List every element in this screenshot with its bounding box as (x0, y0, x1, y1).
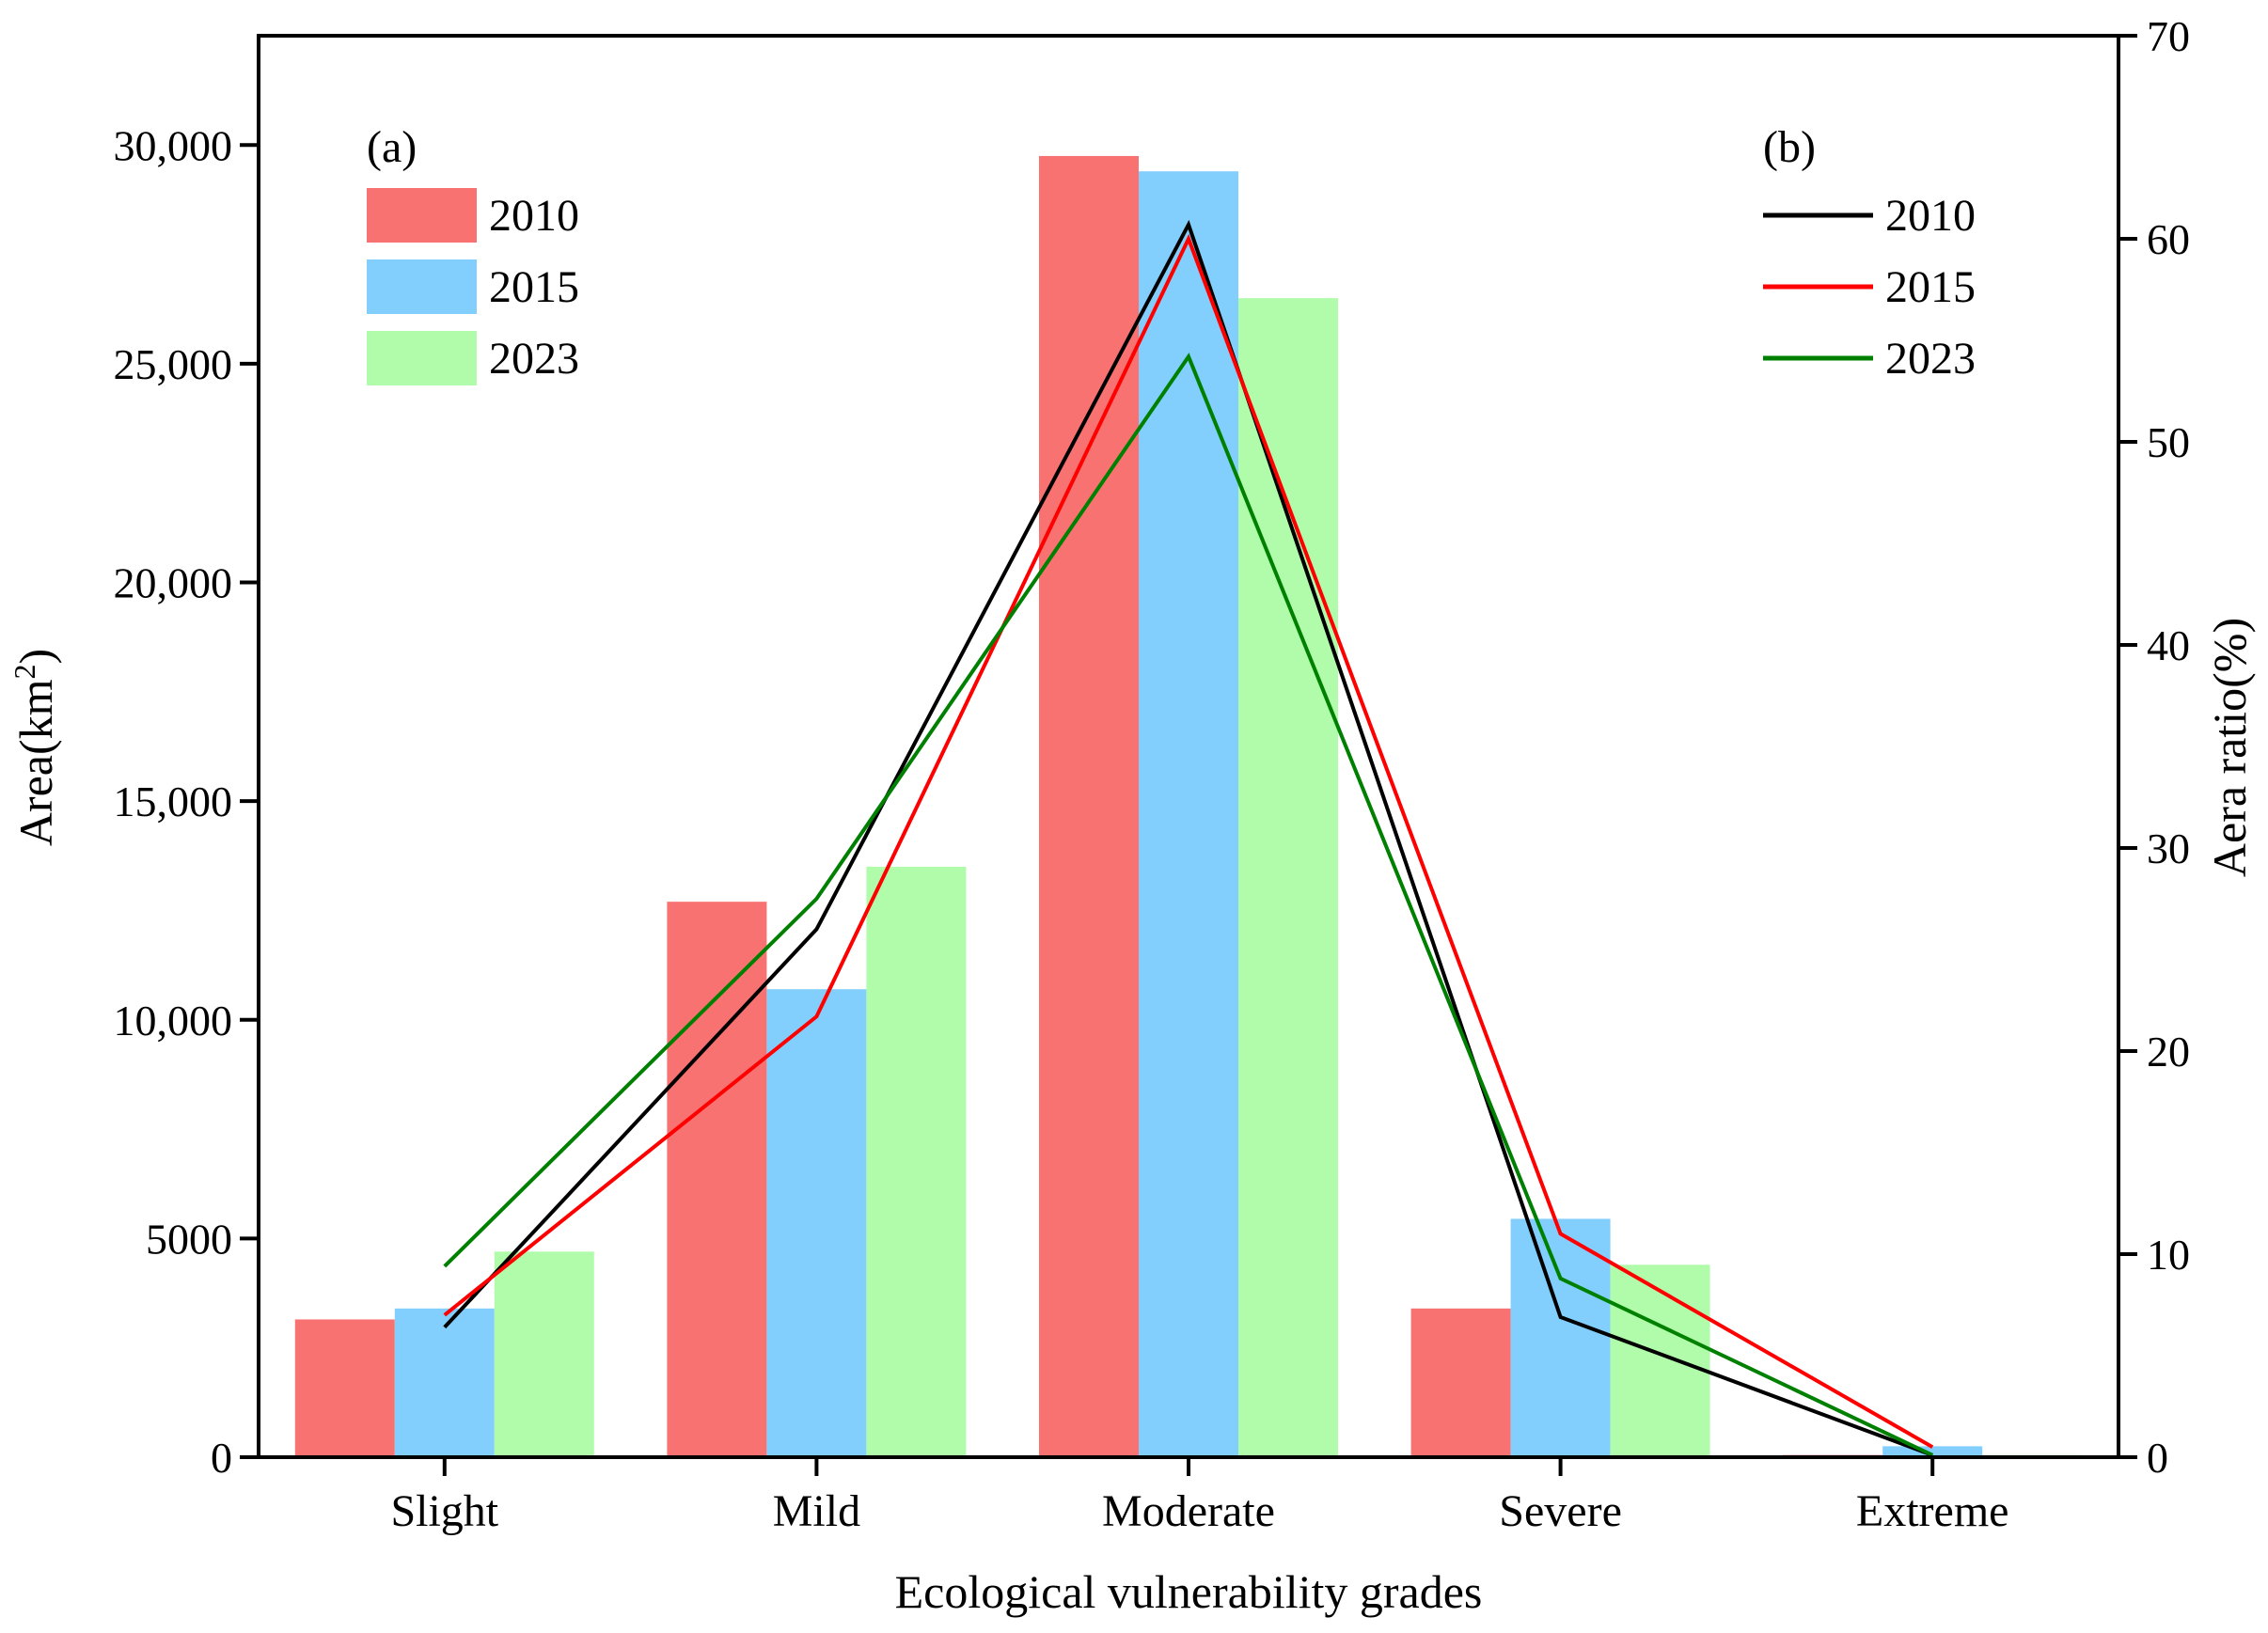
line-panel-label: (b) (1763, 122, 1816, 172)
y2-tick-label: 60 (2147, 215, 2190, 263)
y-tick-label: 15,000 (114, 777, 233, 825)
legend-label-2010: 2010 (489, 191, 579, 241)
bar-2023-mild (866, 866, 967, 1457)
bar-2023-slight (494, 1251, 594, 1457)
x-axis-title: Ecological vulnerability grades (895, 1565, 1483, 1618)
line-2010 (443, 219, 1933, 1457)
x-tick-label: Severe (1499, 1486, 1622, 1536)
y2-tick-label: 20 (2147, 1028, 2190, 1076)
bar-2015-slight (394, 1308, 495, 1457)
y2-tick-label: 30 (2147, 824, 2190, 872)
bar-2015-mild (766, 989, 867, 1457)
line-2015 (443, 233, 1934, 1449)
bar-2010-mild (667, 902, 767, 1457)
y2-tick-label: 10 (2147, 1231, 2190, 1279)
y2-tick-label: 70 (2147, 12, 2190, 60)
bar-2015-severe (1510, 1218, 1611, 1457)
bars-layer (294, 155, 2083, 1458)
y-axis-right: 0 10 20 30 40 50 60 70 (2118, 12, 2190, 1482)
y2-axis-title: Aera ratio(%) (2203, 618, 2256, 877)
bar-2015-moderate (1139, 171, 1238, 1457)
bar-2010-severe (1410, 1308, 1511, 1457)
legend-line-label-2023: 2023 (1885, 334, 1976, 384)
x-tick-label: Slight (390, 1486, 498, 1536)
bar-2015-extreme (1882, 1446, 1983, 1457)
y-axis-left: 0 5000 10,000 15,000 20,000 25,000 30,000 (114, 121, 259, 1482)
x-tick-label: Moderate (1102, 1486, 1275, 1536)
legend-label-2023: 2023 (489, 334, 579, 384)
y2-tick-label: 0 (2147, 1434, 2168, 1482)
line-2023 (443, 353, 1934, 1457)
y-tick-label: 10,000 (114, 997, 233, 1044)
legend-swatch-2010 (367, 188, 477, 243)
y-tick-label: 25,000 (114, 340, 233, 388)
lines-layer (443, 219, 1934, 1457)
legend-line-label-2010: 2010 (1885, 191, 1976, 241)
y-tick-label: 0 (211, 1434, 232, 1482)
legend-line-label-2015: 2015 (1885, 262, 1976, 312)
y-axis-title: Area(km2) (8, 649, 62, 846)
bar-legend: 2010 2015 2023 (367, 188, 579, 385)
x-axis: Slight Mild Moderate Severe Extreme (390, 1457, 2008, 1536)
legend-swatch-2015 (367, 259, 477, 314)
bar-2023-severe (1610, 1264, 1710, 1457)
bar-panel-label: (a) (367, 122, 417, 172)
x-tick-label: Mild (773, 1486, 860, 1536)
y-tick-label: 20,000 (114, 559, 233, 607)
y-tick-label: 5000 (146, 1215, 232, 1263)
y2-tick-label: 50 (2147, 418, 2190, 466)
y2-tick-label: 40 (2147, 621, 2190, 669)
bar-2010-moderate (1039, 155, 1139, 1457)
bar-2023-moderate (1238, 298, 1338, 1458)
legend-swatch-2023 (367, 331, 477, 385)
x-tick-label: Extreme (1856, 1486, 2009, 1536)
bar-2010-slight (294, 1319, 395, 1457)
line-legend: 2010 2015 2023 (1763, 191, 1976, 384)
legend-label-2015: 2015 (489, 262, 579, 312)
y-tick-label: 30,000 (114, 121, 233, 169)
